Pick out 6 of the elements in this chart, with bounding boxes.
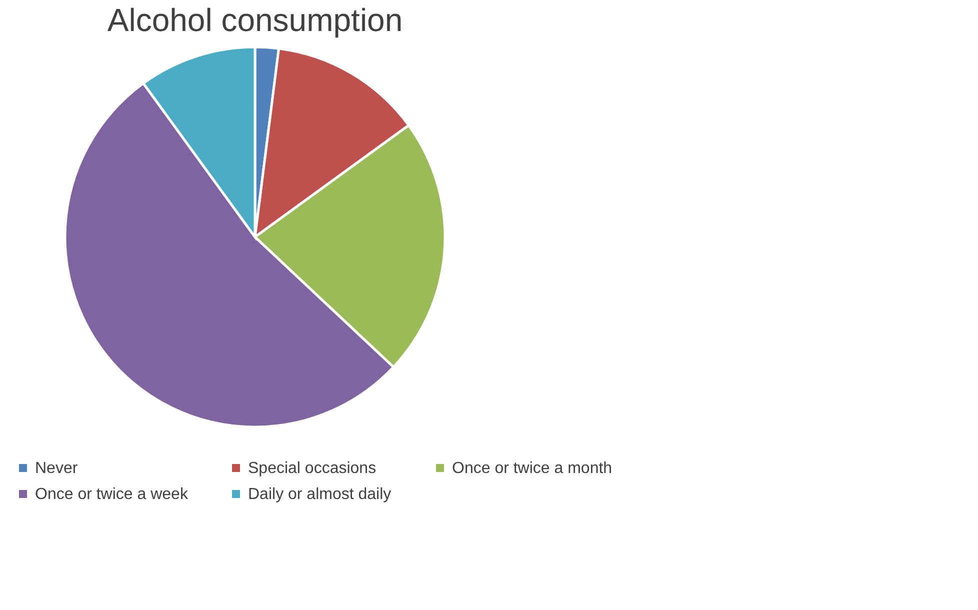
chart-title: Alcohol consumption [107,2,403,38]
legend-label: Daily or almost daily [248,486,392,503]
legend-label: Special occasions [248,460,376,477]
legend-label: Never [35,460,78,477]
legend-label: Once or twice a month [452,460,612,477]
legend-label: Once or twice a week [35,486,189,503]
